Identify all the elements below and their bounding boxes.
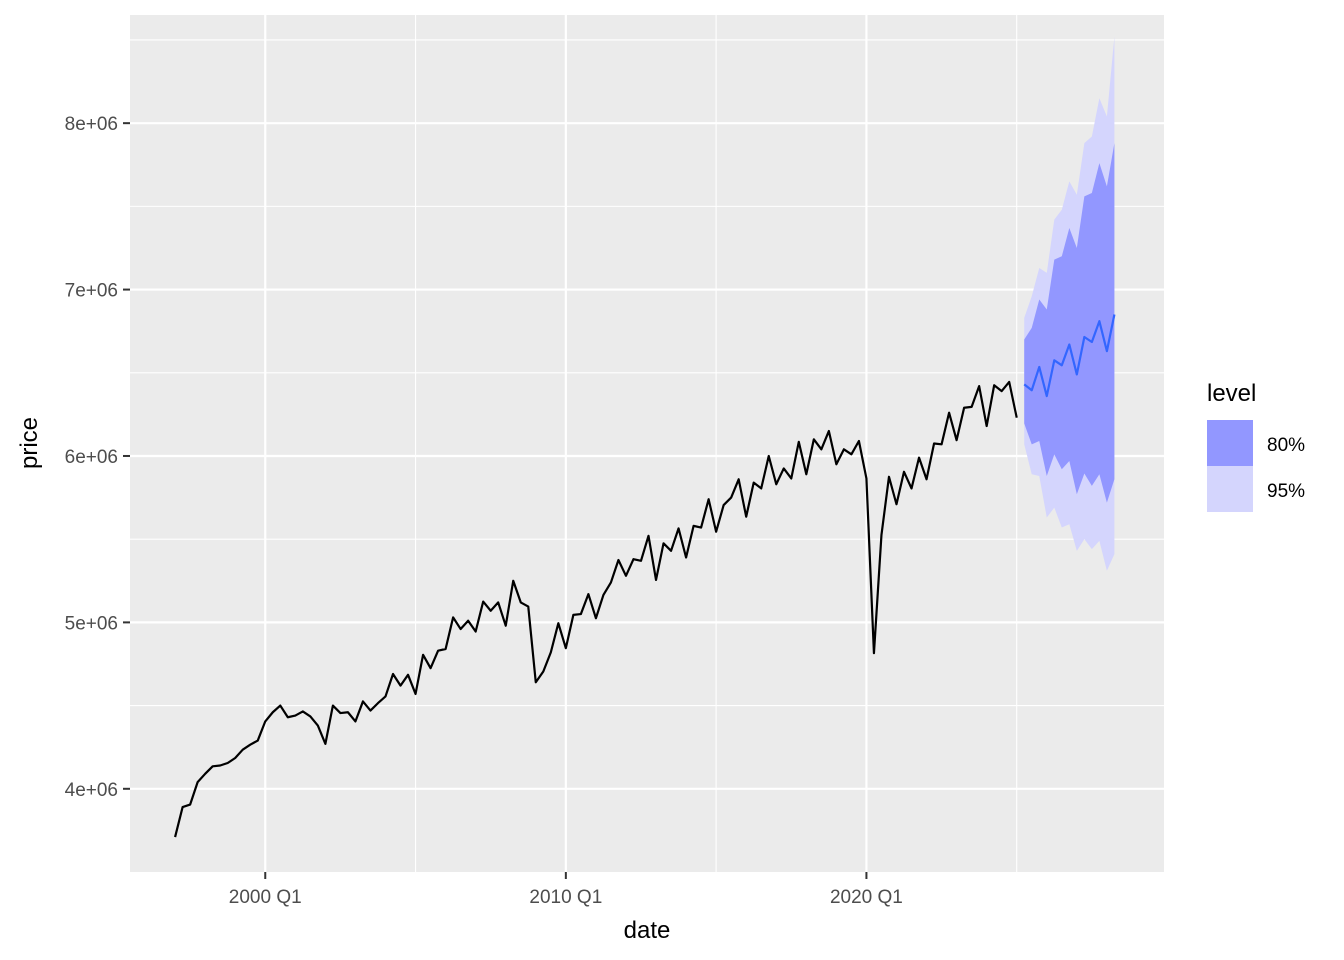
minor-gridlines xyxy=(130,15,1164,872)
x-tick-label-2: 2020 Q1 xyxy=(830,887,903,908)
band-80 xyxy=(1024,143,1115,503)
plot-panel xyxy=(130,15,1164,872)
legend: level 80% 95% xyxy=(1207,380,1305,512)
x-tick-label-0: 2000 Q1 xyxy=(229,887,302,908)
y-axis: 4e+06 5e+06 6e+06 7e+06 8e+06 xyxy=(65,114,130,801)
history-line xyxy=(174,380,1018,838)
legend-label-80: 80% xyxy=(1267,435,1305,456)
y-tick-label-0: 4e+06 xyxy=(65,780,118,801)
x-axis-title: date xyxy=(624,917,671,944)
y-tick-label-4: 8e+06 xyxy=(65,114,118,135)
y-tick-label-2: 6e+06 xyxy=(65,447,118,468)
prediction-intervals xyxy=(1024,36,1115,571)
legend-title: level xyxy=(1207,380,1256,407)
y-tick-label-1: 5e+06 xyxy=(65,613,118,634)
legend-label-95: 95% xyxy=(1267,481,1305,502)
legend-key-80 xyxy=(1207,420,1253,466)
forecast-line xyxy=(1023,314,1116,398)
y-axis-title: price xyxy=(16,417,43,469)
major-gridlines xyxy=(130,15,1164,872)
y-tick-label-3: 7e+06 xyxy=(65,281,118,302)
x-axis: 2000 Q1 2010 Q1 2020 Q1 xyxy=(229,872,903,908)
series-lines xyxy=(174,314,1116,838)
x-tick-label-1: 2010 Q1 xyxy=(529,887,602,908)
legend-key-95 xyxy=(1207,466,1253,512)
